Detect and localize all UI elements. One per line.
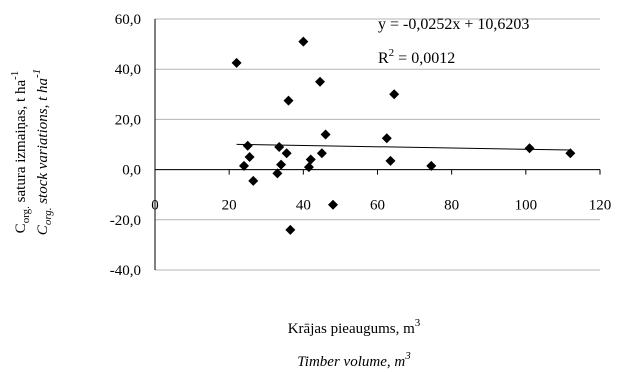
- x-tick-label: 20: [222, 198, 237, 214]
- data-point: [328, 199, 338, 210]
- data-point: [274, 142, 285, 153]
- data-point: [276, 159, 287, 170]
- data-point: [524, 143, 535, 154]
- data-point: [248, 175, 259, 186]
- y-tick-label: -40,0: [110, 263, 141, 279]
- x-tick-label: 40: [296, 198, 311, 214]
- data-point: [285, 224, 296, 235]
- svg-text:Corg. stock variations, t ha-1: Corg. stock variations, t ha-1: [31, 69, 54, 235]
- data-point: [320, 129, 331, 140]
- data-point: [272, 168, 283, 179]
- y-tick-label: 40,0: [115, 62, 141, 78]
- data-point: [381, 133, 392, 144]
- data-point: [565, 148, 576, 159]
- r-squared-label: R2 = 0,0012: [378, 47, 455, 67]
- x-tick-label: 120: [589, 198, 612, 214]
- x-tick-labels: 0 20 40 60 80 100 120: [151, 198, 611, 214]
- y-tick-label: -20,0: [110, 213, 141, 229]
- y-tick-label: 20,0: [115, 112, 141, 128]
- data-point: [315, 76, 326, 87]
- data-point: [305, 154, 316, 165]
- y-tick-label: 60,0: [115, 12, 141, 28]
- data-point: [281, 148, 292, 159]
- y-axis-label-en: Corg. stock variations, t ha-1: [31, 69, 54, 235]
- y-tick-labels: 60,0 40,0 20,0 0,0 -20,0 -40,0: [110, 12, 141, 279]
- x-tick-marks: [154, 169, 601, 175]
- x-tick-label: 100: [515, 198, 538, 214]
- x-tick-label: 0: [151, 198, 159, 214]
- data-point: [389, 89, 400, 100]
- y-axis-label: Corg. satura izmaiņas, t ha-1: [9, 71, 32, 234]
- data-point: [283, 95, 294, 106]
- trend-equation: y = -0,0252x + 10,6203: [378, 16, 529, 33]
- svg-text:Corg. satura izmaiņas, t ha-1: Corg. satura izmaiņas, t ha-1: [9, 71, 32, 234]
- data-point: [239, 160, 249, 171]
- data-point: [316, 148, 327, 159]
- x-tick-label: 60: [370, 198, 385, 214]
- x-axis-label-en: Timber volume, m3: [297, 350, 411, 370]
- trendline: [236, 143, 571, 151]
- x-axis-label: Krājas pieaugums, m3: [288, 317, 421, 337]
- data-point: [231, 57, 242, 68]
- data-point: [303, 162, 314, 173]
- data-point: [242, 140, 253, 151]
- data-points: [231, 36, 576, 235]
- data-point: [244, 152, 255, 163]
- data-point: [385, 155, 396, 166]
- data-point: [426, 160, 437, 171]
- data-point: [298, 36, 309, 47]
- y-tick-label: 0,0: [122, 163, 141, 179]
- x-tick-label: 80: [444, 198, 459, 214]
